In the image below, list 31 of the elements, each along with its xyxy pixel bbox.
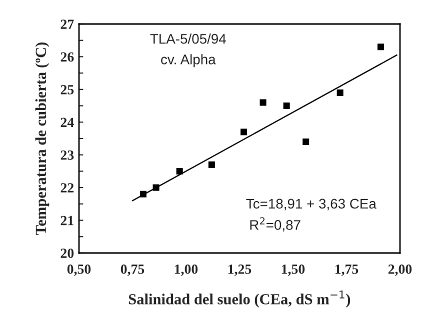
x-tick-label: 1,25	[228, 264, 252, 276]
y-tick-label: 26	[60, 52, 74, 62]
point	[140, 190, 146, 198]
point	[152, 184, 160, 191]
annotation: cv. Alpha	[161, 54, 216, 68]
point	[208, 161, 215, 168]
x-tick-label: 1,00	[174, 264, 198, 276]
x-axis-title: Salinidad del suelo (CEa, dS m$^{−1}$)	[128, 290, 350, 308]
y-tick-label: 21	[60, 216, 74, 226]
y-tick-label: 24	[60, 118, 74, 127]
point	[176, 168, 183, 174]
point	[283, 102, 290, 110]
y-tick-label: 22	[60, 183, 74, 192]
point	[302, 138, 310, 146]
y-tick-label: 20	[60, 248, 74, 258]
x-tick-label: 0,50	[67, 264, 91, 276]
point	[240, 128, 248, 136]
point	[336, 89, 344, 96]
y-tick-label: 23	[60, 150, 74, 160]
annotation: R$^{2}$=0,87	[250, 217, 300, 232]
x-tick-label: 2,00	[388, 264, 412, 276]
x-tick-label: 1,50	[282, 264, 305, 276]
y-tick-label: 25	[60, 85, 74, 94]
annotation: Tc=18,91 + 3,63 CEa	[246, 198, 376, 210]
point	[260, 99, 266, 106]
x-tick-label: 1,75	[335, 264, 358, 276]
y-tick-label: 27	[60, 20, 74, 29]
x-tick-label: 0,75	[120, 264, 144, 276]
y-axis-title: Temperatura de cubierta (ºC)	[35, 42, 50, 235]
annotation: TLA-5/05/94	[150, 34, 226, 44]
point	[377, 44, 384, 50]
